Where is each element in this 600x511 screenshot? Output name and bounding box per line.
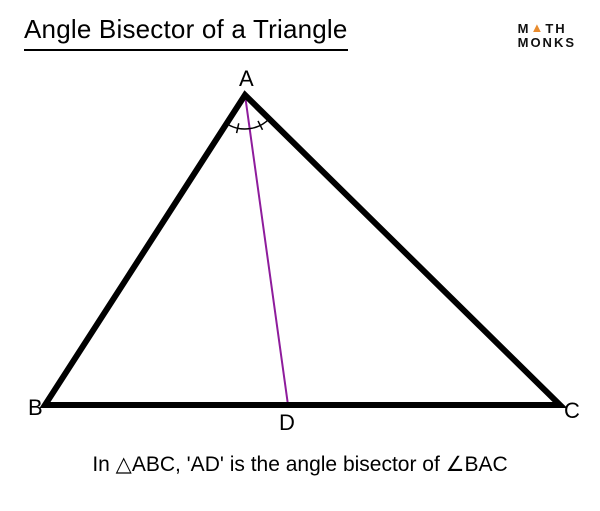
brand-logo: M▲TH MONKS <box>518 22 576 49</box>
triangle-abc <box>45 95 560 405</box>
vertex-label-a: A <box>239 66 254 91</box>
caption: In △ABC, 'AD' is the angle bisector of ∠… <box>0 452 600 477</box>
bisector-ad <box>245 95 288 405</box>
vertex-label-d: D <box>279 410 295 435</box>
vertex-label-c: C <box>564 398 580 423</box>
page-title: Angle Bisector of a Triangle <box>24 14 348 51</box>
caption-post: BAC <box>465 453 508 476</box>
triangle-icon: △ <box>116 453 132 476</box>
logo-line2: MONKS <box>518 36 576 50</box>
angle-tick <box>237 123 239 133</box>
diagram: A B C D <box>20 60 580 440</box>
caption-pre: In <box>92 453 115 476</box>
vertex-label-b: B <box>28 395 43 420</box>
angle-icon: ∠ <box>446 453 465 476</box>
logo-line1: M▲TH <box>518 22 576 36</box>
logo-th: TH <box>545 21 566 36</box>
logo-triangle-icon: ▲ <box>530 21 545 35</box>
caption-mid: ABC, 'AD' is the angle bisector of <box>132 453 446 476</box>
triangle-svg: A B C D <box>20 60 580 440</box>
logo-m: M <box>518 21 531 36</box>
